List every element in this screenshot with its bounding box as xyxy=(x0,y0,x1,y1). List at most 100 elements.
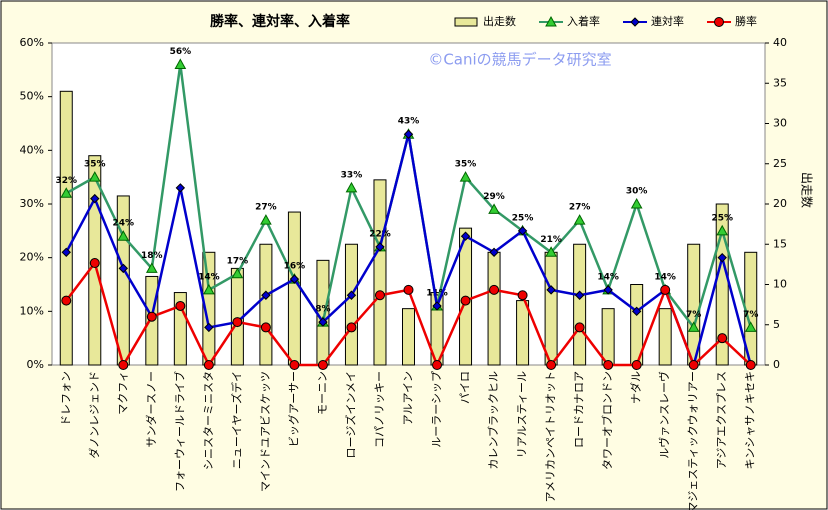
marker xyxy=(289,274,300,284)
value-label: 16% xyxy=(284,262,306,272)
value-label: 8% xyxy=(315,305,330,315)
bar xyxy=(487,251,501,366)
marker xyxy=(745,360,756,370)
y-tick-label: 20% xyxy=(20,251,44,264)
y2-tick-label: 15 xyxy=(773,237,787,250)
marker xyxy=(717,333,728,344)
marker xyxy=(90,193,100,204)
bar xyxy=(344,243,358,366)
x-tick-label: マクフィ xyxy=(116,371,129,415)
legend-label: 入着率 xyxy=(567,14,600,28)
x-tick-label: アルアイン xyxy=(402,371,415,425)
marker xyxy=(716,224,729,236)
marker xyxy=(145,262,158,273)
marker xyxy=(203,360,214,370)
marker xyxy=(574,322,585,333)
marker xyxy=(317,360,328,370)
x-tick-label: フォーウィールドライブ xyxy=(172,371,186,492)
y-tick-label: 10% xyxy=(20,304,44,317)
marker xyxy=(146,311,157,322)
marker xyxy=(403,129,414,139)
x-tick-label: ナダル xyxy=(629,371,643,404)
marker xyxy=(175,183,186,193)
marker xyxy=(60,187,73,198)
y-tick-label: 40% xyxy=(20,143,44,156)
marker xyxy=(345,181,358,193)
x-tick-label: モーニン xyxy=(316,371,329,415)
value-label: 14% xyxy=(198,272,220,282)
marker xyxy=(289,360,300,370)
marker xyxy=(231,267,244,279)
value-label: 56% xyxy=(170,47,192,57)
value-label: 32% xyxy=(55,176,77,186)
series xyxy=(61,258,756,370)
x-tick-label: ダノンレジェンド xyxy=(87,371,101,459)
x-tick-label: アジアエクスプレス xyxy=(715,371,728,469)
bar xyxy=(516,300,530,366)
x-tick-label: ロードカナロア xyxy=(573,371,586,448)
marker xyxy=(432,360,443,370)
marker xyxy=(603,285,613,295)
marker xyxy=(631,306,642,317)
bar xyxy=(544,251,558,366)
value-label: 30% xyxy=(626,187,648,197)
y2-tick-label: 40 xyxy=(773,36,787,49)
bar xyxy=(658,308,672,366)
marker xyxy=(660,284,671,295)
x-tick-label: ドレフォン xyxy=(59,371,72,426)
marker xyxy=(374,290,385,301)
marker xyxy=(61,295,72,306)
bar xyxy=(573,243,587,366)
x-tick-label: タワーオブロンドン xyxy=(600,371,614,470)
x-tick-label: パイロ xyxy=(459,371,472,404)
marker xyxy=(460,231,471,241)
y2-tick-label: 20 xyxy=(773,197,787,210)
marker xyxy=(573,214,586,225)
marker xyxy=(489,247,499,258)
marker xyxy=(261,290,271,300)
value-label: 24% xyxy=(113,219,135,229)
watermark: ©Caniの競馬データ研究室 xyxy=(428,51,611,69)
marker xyxy=(174,58,187,69)
marker xyxy=(403,284,414,295)
legend-marker xyxy=(630,17,640,27)
legend-swatch xyxy=(454,17,478,27)
x-tick-label: シニスターミニスタ xyxy=(202,371,215,470)
y2-tick-label: 35 xyxy=(773,76,787,89)
value-label: 27% xyxy=(255,203,277,213)
marker xyxy=(459,171,472,182)
marker xyxy=(631,360,642,370)
x-tick-label: コパノリッキー xyxy=(373,371,386,448)
value-label: 21% xyxy=(540,235,562,245)
marker xyxy=(89,258,100,269)
marker xyxy=(203,283,215,295)
value-label: 7% xyxy=(743,310,758,320)
value-label: 11% xyxy=(426,288,448,298)
marker xyxy=(346,322,357,333)
marker xyxy=(118,360,129,370)
y2-axis-label: 出走数 xyxy=(800,172,815,208)
marker xyxy=(204,322,214,333)
y2-tick-label: 25 xyxy=(773,157,787,170)
legend-marker xyxy=(545,15,557,27)
value-label: 35% xyxy=(84,160,106,170)
value-label: 7% xyxy=(686,310,701,320)
x-tick-label: ニューイヤーズデイ xyxy=(229,371,243,469)
bar xyxy=(287,211,301,366)
value-label: 14% xyxy=(597,272,619,282)
x-tick-label: ルヴァンスレーヴ xyxy=(657,371,671,459)
marker xyxy=(688,360,699,370)
bar xyxy=(259,243,273,366)
marker xyxy=(687,321,700,332)
value-label: 33% xyxy=(341,170,363,180)
bar xyxy=(601,308,615,366)
marker xyxy=(318,317,328,327)
bar xyxy=(402,308,415,366)
value-label: 18% xyxy=(141,251,163,261)
value-label: 27% xyxy=(569,203,591,213)
bar xyxy=(59,90,73,366)
x-tick-label: キンシャサノキセキ xyxy=(744,371,757,469)
value-label: 14% xyxy=(654,272,676,282)
value-label: 29% xyxy=(483,192,505,202)
